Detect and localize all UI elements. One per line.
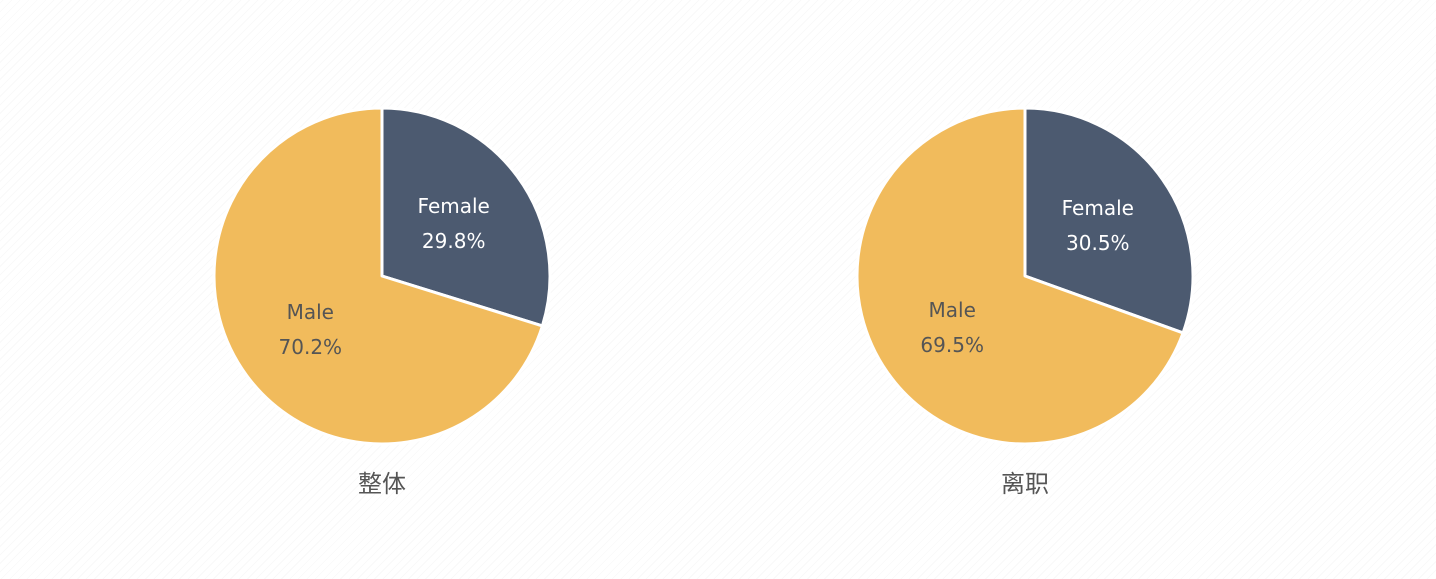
slice-label-female: Female: [418, 194, 490, 218]
pie-slices: [212, 106, 552, 446]
pie-chart-overall: Female 29.8% Male 70.2% 整体: [212, 106, 552, 498]
slice-label-male: Male: [287, 300, 334, 324]
pie-chart-turnover: Female 30.5% Male 69.5% 离职: [855, 106, 1195, 498]
pie-labels: Female 29.8% Male 70.2%: [279, 194, 490, 359]
chart-title: 离职: [1001, 470, 1049, 498]
chart-title: 整体: [358, 470, 406, 498]
slice-value-male: 69.5%: [920, 333, 984, 357]
slice-value-female: 29.8%: [422, 229, 486, 253]
pie-slice-female: [1023, 106, 1195, 335]
slice-value-male: 70.2%: [279, 335, 343, 359]
pie-labels: Female 30.5% Male 69.5%: [920, 196, 1134, 357]
slice-label-female: Female: [1062, 196, 1134, 220]
slice-value-female: 30.5%: [1066, 231, 1130, 255]
pie-slice-male: [855, 106, 1185, 446]
pie-slice-female: [380, 106, 552, 328]
pie-slices: [855, 106, 1195, 446]
pie-slice-male: [212, 106, 544, 446]
slice-label-male: Male: [929, 298, 976, 322]
